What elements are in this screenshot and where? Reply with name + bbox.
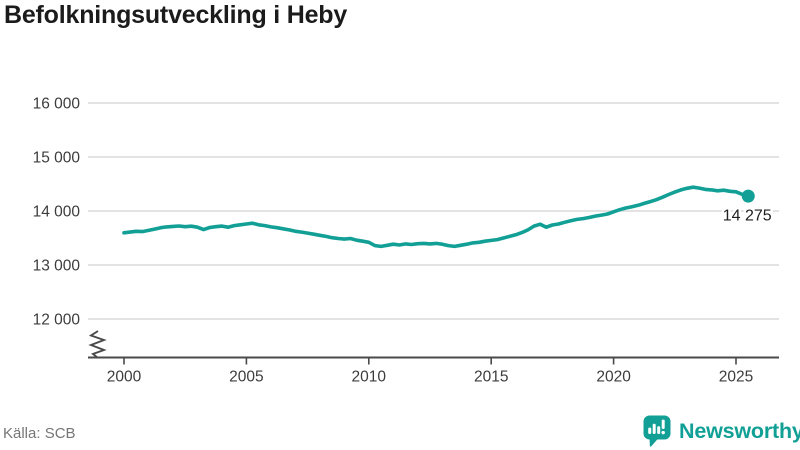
series-line [122, 185, 751, 249]
x-tick-label: 2025 [719, 369, 753, 386]
source-note: Källa: SCB [3, 425, 76, 442]
newsworthy-logo: Newsworthy [642, 413, 800, 449]
y-tick-label: 14 000 [33, 204, 81, 221]
x-tick-label: 2000 [107, 369, 142, 386]
brand-name: Newsworthy [679, 418, 800, 443]
end-point-label: 14 275 [723, 208, 772, 225]
y-tick-label: 13 000 [33, 258, 81, 275]
x-tick-label: 2010 [352, 369, 387, 386]
chart-title: Befolkningsutveckling i Heby [4, 1, 348, 29]
x-tick-label: 2015 [474, 369, 508, 386]
x-tick-label: 2020 [596, 369, 631, 386]
end-point-dot [741, 189, 755, 203]
axis-break-icon [88, 330, 107, 359]
newsworthy-logo-icon [643, 415, 671, 447]
x-tick-label: 2005 [229, 369, 263, 386]
y-tick-label: 12 000 [33, 312, 81, 329]
y-tick-label: 16 000 [33, 96, 81, 113]
y-tick-label: 15 000 [33, 150, 81, 167]
